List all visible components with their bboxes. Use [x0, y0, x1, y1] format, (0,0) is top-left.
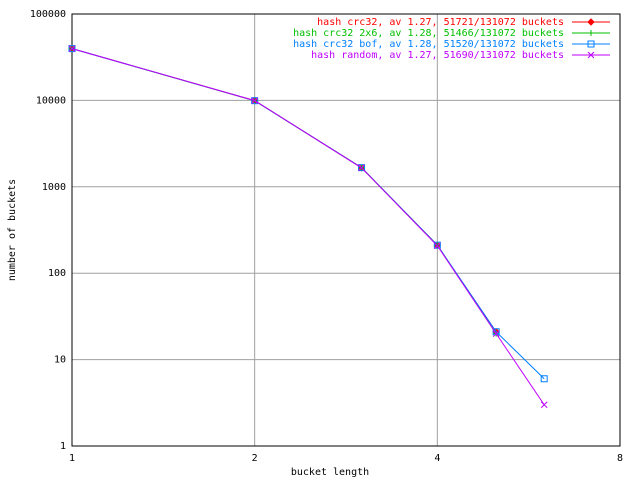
point [358, 164, 365, 172]
point [358, 164, 366, 172]
point [540, 375, 548, 383]
point [251, 97, 259, 104]
x-tick-label: 4 [434, 453, 440, 464]
point [68, 45, 76, 52]
y-tick-label: 1000 [42, 182, 66, 193]
legend-label: hash crc32, av 1.27, 51721/131072 bucket… [317, 17, 564, 28]
y-tick-label: 100 [48, 268, 66, 279]
y-tick-label: 100000 [30, 9, 66, 20]
plot-frame [71, 13, 621, 447]
y-tick-label: 10000 [36, 95, 66, 106]
series-line [71, 48, 545, 406]
point [251, 97, 259, 105]
legend-marker [588, 30, 594, 36]
legend-label: hash crc32 bof, av 1.28, 51520/131072 bu… [293, 39, 564, 50]
x-tick-label: 2 [252, 453, 258, 464]
series-line [71, 48, 497, 333]
series-line [71, 48, 497, 334]
x-axis-label: bucket length [291, 467, 369, 478]
point [68, 45, 76, 53]
legend-label: hash random, av 1.27, 51690/131072 bucke… [311, 50, 564, 61]
x-tick-label: 8 [617, 453, 623, 464]
point [433, 241, 441, 249]
series-line [71, 48, 545, 380]
y-tick-label: 1 [60, 441, 66, 452]
legend-marker [587, 40, 595, 48]
point [492, 328, 500, 336]
x-tick-label: 1 [69, 453, 75, 464]
point [433, 242, 441, 250]
legend-label: hash crc32 2x6, av 1.28, 51466/131072 bu… [293, 28, 564, 39]
y-axis-label: number of buckets [7, 179, 18, 281]
legend-marker [587, 18, 595, 26]
point [540, 401, 548, 409]
point [492, 330, 500, 337]
y-tick-label: 10 [54, 355, 66, 366]
legend-marker [587, 51, 595, 59]
